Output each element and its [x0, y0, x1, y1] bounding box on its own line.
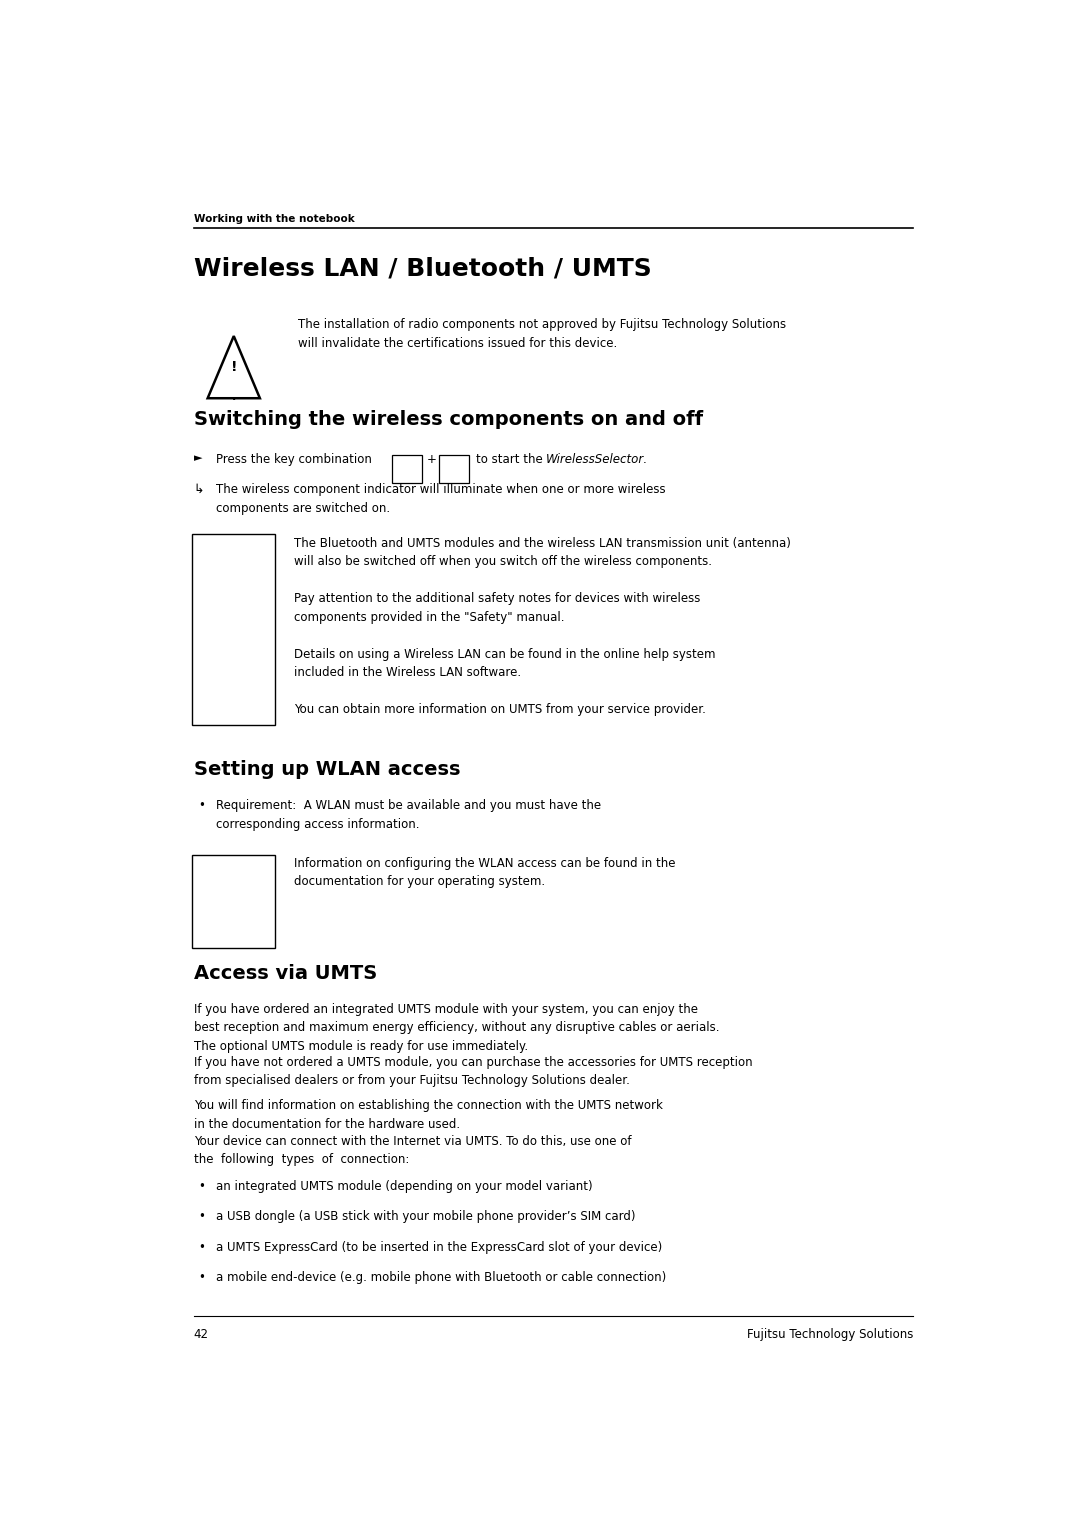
- Text: •: •: [199, 1271, 205, 1284]
- Text: •: •: [199, 1179, 205, 1193]
- Text: .: .: [231, 391, 235, 402]
- Text: If you have ordered an integrated UMTS module with your system, you can enjoy th: If you have ordered an integrated UMTS m…: [193, 1003, 719, 1053]
- Text: Working with the notebook: Working with the notebook: [193, 214, 354, 225]
- Text: WirelessSelector: WirelessSelector: [546, 453, 644, 466]
- Text: Fn: Fn: [401, 463, 414, 474]
- FancyBboxPatch shape: [392, 456, 422, 483]
- Text: !: !: [230, 361, 237, 375]
- Text: •: •: [199, 1240, 205, 1254]
- Text: ►: ►: [193, 453, 202, 463]
- Text: •: •: [199, 800, 205, 812]
- Text: Wireless LAN / Bluetooth / UMTS: Wireless LAN / Bluetooth / UMTS: [193, 257, 651, 280]
- Text: to start the: to start the: [476, 453, 546, 466]
- Text: an integrated UMTS module (depending on your model variant): an integrated UMTS module (depending on …: [216, 1179, 593, 1193]
- FancyBboxPatch shape: [438, 456, 469, 483]
- Text: a mobile end-device (e.g. mobile phone with Bluetooth or cable connection): a mobile end-device (e.g. mobile phone w…: [216, 1271, 666, 1284]
- Text: You will find information on establishing the connection with the UMTS network
i: You will find information on establishin…: [193, 1099, 662, 1131]
- Text: a USB dongle (a USB stick with your mobile phone provider’s SIM card): a USB dongle (a USB stick with your mobi…: [216, 1209, 636, 1223]
- Text: Switching the wireless components on and off: Switching the wireless components on and…: [193, 410, 703, 428]
- Text: Your device can connect with the Internet via UMTS. To do this, use one of
the  : Your device can connect with the Interne…: [193, 1135, 631, 1167]
- Text: The installation of radio components not approved by Fujitsu Technology Solution: The installation of radio components not…: [298, 318, 786, 350]
- Text: +: +: [427, 453, 437, 466]
- Text: F5: F5: [447, 463, 460, 474]
- Text: If you have not ordered a UMTS module, you can purchase the accessories for UMTS: If you have not ordered a UMTS module, y…: [193, 1057, 752, 1087]
- FancyBboxPatch shape: [192, 534, 274, 725]
- Text: The wireless component indicator will illuminate when one or more wireless
compo: The wireless component indicator will il…: [216, 483, 665, 515]
- Text: Information on configuring the WLAN access can be found in the
documentation for: Information on configuring the WLAN acce…: [294, 856, 675, 888]
- Text: a UMTS ExpressCard (to be inserted in the ExpressCard slot of your device): a UMTS ExpressCard (to be inserted in th…: [216, 1240, 662, 1254]
- Text: Requirement:  A WLAN must be available and you must have the
corresponding acces: Requirement: A WLAN must be available an…: [216, 800, 602, 832]
- Text: i: i: [230, 619, 237, 639]
- FancyBboxPatch shape: [192, 855, 274, 948]
- Text: Setting up WLAN access: Setting up WLAN access: [193, 760, 460, 780]
- Text: i: i: [230, 891, 237, 911]
- Text: 42: 42: [193, 1327, 208, 1341]
- Text: The Bluetooth and UMTS modules and the wireless LAN transmission unit (antenna)
: The Bluetooth and UMTS modules and the w…: [294, 537, 791, 716]
- Text: ↳: ↳: [193, 483, 204, 495]
- Text: Press the key combination: Press the key combination: [216, 453, 376, 466]
- Text: .: .: [643, 453, 647, 466]
- Text: Fujitsu Technology Solutions: Fujitsu Technology Solutions: [747, 1327, 914, 1341]
- Text: Access via UMTS: Access via UMTS: [193, 965, 377, 983]
- Text: •: •: [199, 1209, 205, 1223]
